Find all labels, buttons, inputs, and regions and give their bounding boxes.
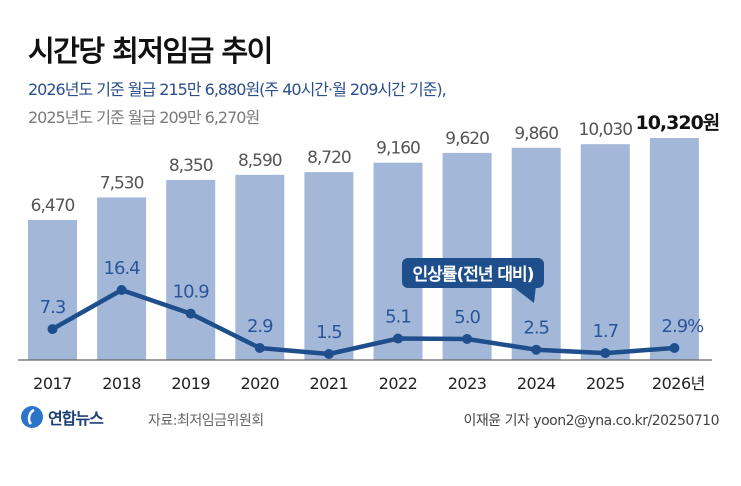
- rate-value-label: 7.3: [40, 297, 66, 318]
- bar-2017: [28, 220, 77, 360]
- yonhap-globe-icon: [21, 406, 43, 428]
- rate-point-2024: [531, 344, 542, 355]
- x-tick-label: 2023: [448, 374, 487, 393]
- source-text: 자료:최저임금위원회: [148, 413, 264, 429]
- x-tick-label: 2019: [171, 374, 210, 393]
- x-tick-label: 2025: [586, 374, 625, 393]
- x-tick-label: 2026년: [652, 374, 705, 393]
- rate-value-label: 2.9%: [662, 316, 705, 337]
- rate-value-label: 1.7: [592, 321, 618, 342]
- yonhap-logo: 연합뉴스: [20, 405, 104, 429]
- bar-2023: [442, 152, 492, 360]
- x-tick-label: 2017: [33, 374, 72, 393]
- rate-point-2018: [116, 285, 127, 295]
- bar-2021: [304, 172, 354, 360]
- x-tick-label: 2024: [517, 374, 556, 393]
- rate-point-2026: [669, 342, 680, 353]
- rate-value-label: 2.9: [247, 316, 273, 337]
- rate-point-2019: [185, 308, 196, 319]
- logo-text: 연합뉴스: [48, 409, 104, 428]
- rate-point-2020: [254, 342, 265, 353]
- bar-value-label: 8,350: [169, 156, 213, 176]
- rate-point-2023: [462, 333, 473, 344]
- x-tick-label: 2021: [310, 374, 349, 393]
- subtitle-2026: 2026년도 기준 월급 215만 6,880원(주 40시간·월 209시간 …: [28, 80, 447, 99]
- x-tick-label: 2020: [240, 374, 279, 393]
- rate-value-label: 5.0: [454, 307, 480, 328]
- x-tick-label: 2022: [379, 374, 418, 393]
- rate-value-label: 5.1: [385, 307, 411, 328]
- bar-2025: [580, 144, 630, 360]
- rate-value-label: 10.9: [173, 282, 210, 303]
- bar-2018: [97, 197, 147, 360]
- bar-value-label: 10,030: [579, 120, 633, 140]
- rate-line: [51, 287, 675, 357]
- callout-bubble: 인상률(전년 대비): [402, 258, 544, 303]
- bar-2026: [649, 138, 699, 360]
- bar-value-label: 9,860: [514, 124, 558, 144]
- bar-value-label: 6,470: [31, 196, 75, 216]
- rate-value-label: 1.5: [316, 322, 342, 343]
- bar-2024: [511, 147, 561, 360]
- chart: 인상률(전년 대비) 6,470 2017 7,530 2018 8,350 2019 8,…: [18, 112, 720, 393]
- rate-point-2017: [47, 324, 58, 335]
- rate-value-label: 2.5: [523, 318, 549, 339]
- bar-value-label: 9,620: [445, 129, 489, 149]
- callout-text: 인상률(전년 대비): [413, 265, 534, 285]
- rate-point-2025: [600, 348, 611, 359]
- subtitle-2025: 2025년도 기준 월급 209만 6,270원: [28, 108, 260, 127]
- rate-value-label: 16.4: [104, 258, 141, 279]
- bar-value-label: 8,590: [238, 151, 282, 171]
- bar-2020: [235, 174, 285, 360]
- bar-value-label: 10,320원: [635, 112, 719, 134]
- bar-value-label: 8,720: [307, 148, 351, 168]
- rate-point-2021: [323, 349, 334, 359]
- bar-value-label: 9,160: [376, 139, 420, 159]
- rate-point-2022: [393, 333, 403, 344]
- bar-2019: [166, 179, 216, 360]
- credit-text: 이재윤 기자 yoon2@yna.co.kr/20250710: [463, 413, 720, 429]
- chart-title: 시간당 최저임금 추이: [28, 34, 273, 68]
- bar-value-label: 7,530: [100, 173, 144, 193]
- x-tick-label: 2018: [102, 374, 141, 393]
